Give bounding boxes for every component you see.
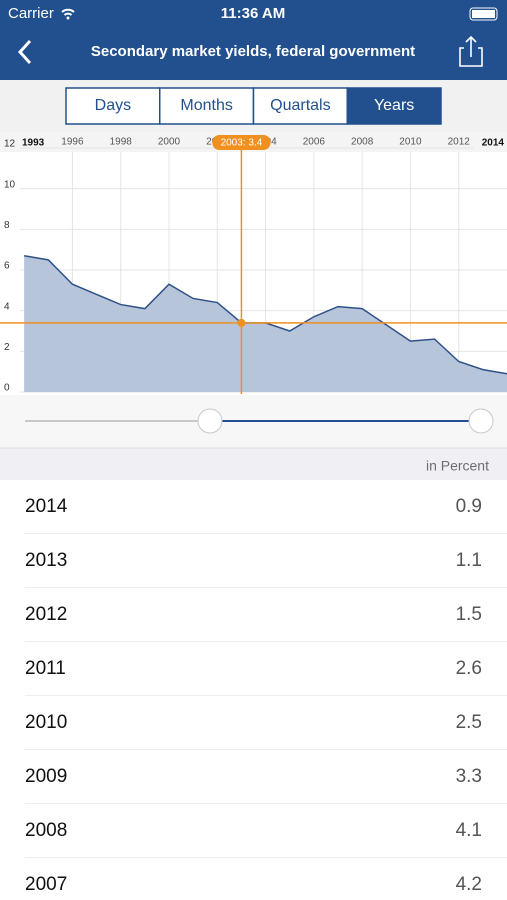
header-bg <box>0 0 507 80</box>
segment-label[interactable]: Months <box>180 97 232 114</box>
row-year: 2014 <box>25 496 68 517</box>
share-button[interactable] <box>459 35 483 67</box>
row-year: 2013 <box>25 550 67 571</box>
segment-label[interactable]: Days <box>95 97 131 114</box>
row-value: 4.2 <box>456 874 482 895</box>
slider-handle[interactable] <box>197 408 223 434</box>
battery <box>469 7 498 21</box>
y-tick-label: 0 <box>4 383 10 394</box>
row-year: 2011 <box>25 658 66 679</box>
row[interactable] <box>0 480 507 534</box>
segment[interactable] <box>65 87 161 125</box>
row[interactable] <box>0 588 507 642</box>
row-value: 4.1 <box>456 820 482 841</box>
x-tick-label: 2008 <box>351 137 374 148</box>
y-tick-label: 8 <box>4 220 10 231</box>
x-range-start: 1993 <box>22 138 45 149</box>
row-value: 2.5 <box>456 712 482 733</box>
x-range-end-bg <box>474 133 507 152</box>
row[interactable] <box>0 804 507 858</box>
area <box>24 255 507 392</box>
segment-label[interactable]: Years <box>374 97 414 114</box>
x-tick-label: 1996 <box>61 137 84 148</box>
row-year: 2012 <box>25 604 67 625</box>
row[interactable] <box>0 642 507 696</box>
y-tick-label: 2 <box>4 342 10 353</box>
nav-title: Secondary market yields, federal governm… <box>91 43 415 60</box>
row[interactable] <box>0 858 507 900</box>
row-year: 2010 <box>25 712 67 733</box>
x-tick-label: 2000 <box>158 137 181 148</box>
row[interactable] <box>0 750 507 804</box>
x-range-end: 2014 <box>482 138 505 149</box>
row-year: 2007 <box>25 874 67 895</box>
row-value: 3.3 <box>456 766 482 787</box>
y-tick-label: 12 <box>4 139 16 150</box>
wifi-icon <box>61 8 75 16</box>
segment-label[interactable]: Quartals <box>270 97 330 114</box>
segment[interactable] <box>252 87 348 125</box>
row-value: 0.9 <box>456 496 482 517</box>
row-year: 2009 <box>25 766 67 787</box>
y-tick-label: 4 <box>4 301 10 312</box>
unit-bar <box>0 448 507 480</box>
segment[interactable] <box>346 87 442 125</box>
wifi-dot <box>66 16 70 20</box>
row-value: 1.1 <box>456 550 482 571</box>
x-tick-label: 2012 <box>448 137 471 148</box>
y-tick-label: 6 <box>4 261 10 272</box>
back-button[interactable] <box>17 39 32 65</box>
row-year: 2008 <box>25 820 67 841</box>
x-tick-label: 1998 <box>110 137 133 148</box>
slider-handle[interactable] <box>468 408 494 434</box>
row-value: 1.5 <box>456 604 482 625</box>
carrier: Carrier <box>8 5 54 22</box>
selected-point <box>237 318 246 327</box>
unit-label: in Percent <box>426 458 489 474</box>
x-tick-label: 2006 <box>303 137 326 148</box>
tooltip-bg <box>212 135 271 150</box>
row[interactable] <box>0 696 507 750</box>
time: 11:36 AM <box>221 5 285 22</box>
tooltip: 2003: 3.4 <box>221 138 263 149</box>
row-value: 2.6 <box>456 658 482 679</box>
battery-level <box>472 10 495 18</box>
y-tick-label: 10 <box>4 179 16 190</box>
row[interactable] <box>0 534 507 588</box>
x-tick-label: 2010 <box>399 137 422 148</box>
